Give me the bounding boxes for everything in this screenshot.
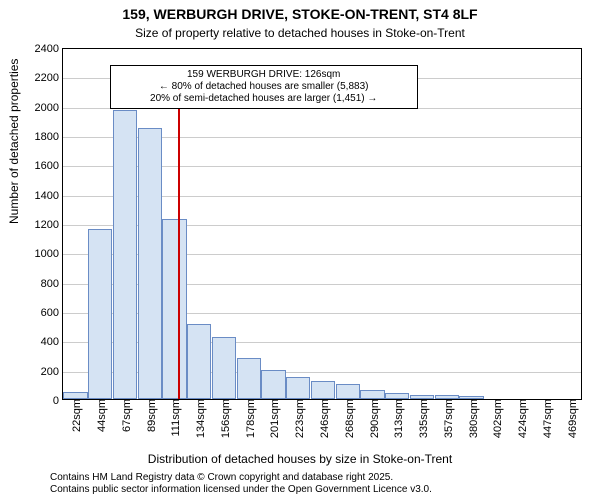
x-axis-label: Distribution of detached houses by size …	[0, 452, 600, 466]
histogram-bar	[336, 384, 360, 399]
y-tick-label: 600	[41, 307, 63, 319]
x-tick-label: 89sqm	[142, 399, 158, 432]
y-tick-label: 1200	[35, 219, 63, 231]
x-tick-label: 111sqm	[166, 399, 182, 437]
x-tick-label: 335sqm	[414, 399, 430, 438]
y-tick-label: 0	[53, 395, 63, 407]
y-axis-label: Number of detached properties	[7, 59, 21, 224]
annotation-line-2: ← 80% of detached houses are smaller (5,…	[117, 81, 411, 93]
x-tick-label: 156sqm	[216, 399, 232, 438]
histogram-bar	[311, 381, 335, 399]
x-tick-label: 402sqm	[488, 399, 504, 438]
x-tick-label: 447sqm	[538, 399, 554, 438]
x-tick-label: 134sqm	[191, 399, 207, 438]
histogram-bar	[162, 219, 186, 399]
x-tick-label: 178sqm	[241, 399, 257, 438]
footer-line-2: Contains public sector information licen…	[50, 484, 432, 496]
y-tick-label: 2000	[35, 102, 63, 114]
chart-title: 159, WERBURGH DRIVE, STOKE-ON-TRENT, ST4…	[0, 6, 600, 22]
histogram-bar	[187, 324, 211, 399]
histogram-bar	[237, 358, 261, 399]
x-tick-label: 313sqm	[389, 399, 405, 438]
histogram-bar	[286, 377, 310, 399]
footer-attribution: Contains HM Land Registry data © Crown c…	[50, 472, 432, 496]
x-tick-label: 380sqm	[464, 399, 480, 438]
x-tick-label: 469sqm	[563, 399, 579, 438]
x-tick-label: 424sqm	[513, 399, 529, 438]
x-tick-label: 201sqm	[265, 399, 281, 438]
y-tick-label: 1600	[35, 160, 63, 172]
x-tick-label: 67sqm	[117, 399, 133, 432]
x-tick-label: 22sqm	[67, 399, 83, 432]
y-tick-label: 1000	[35, 248, 63, 260]
annotation-line-1: 159 WERBURGH DRIVE: 126sqm	[117, 69, 411, 81]
annotation-line-3: 20% of semi-detached houses are larger (…	[117, 93, 411, 105]
property-marker-line	[178, 86, 180, 399]
footer-line-1: Contains HM Land Registry data © Crown c…	[50, 472, 432, 484]
y-tick-label: 2200	[35, 72, 63, 84]
y-tick-label: 1400	[35, 190, 63, 202]
y-tick-label: 400	[41, 336, 63, 348]
histogram-bar	[88, 229, 112, 399]
x-tick-label: 246sqm	[315, 399, 331, 438]
x-tick-label: 44sqm	[92, 399, 108, 432]
histogram-bar	[113, 110, 137, 399]
chart-subtitle: Size of property relative to detached ho…	[0, 26, 600, 40]
y-tick-label: 200	[41, 366, 63, 378]
property-size-histogram: 159, WERBURGH DRIVE, STOKE-ON-TRENT, ST4…	[0, 0, 600, 500]
histogram-bar	[212, 337, 236, 399]
y-tick-label: 800	[41, 278, 63, 290]
histogram-bar	[261, 370, 285, 399]
histogram-bar	[63, 392, 87, 399]
y-tick-label: 2400	[35, 43, 63, 55]
x-tick-label: 357sqm	[439, 399, 455, 438]
x-tick-label: 268sqm	[340, 399, 356, 438]
annotation-box: 159 WERBURGH DRIVE: 126sqm← 80% of detac…	[110, 65, 418, 109]
x-tick-label: 290sqm	[365, 399, 381, 438]
plot-area: 0200400600800100012001400160018002000220…	[62, 48, 582, 400]
y-tick-label: 1800	[35, 131, 63, 143]
x-tick-label: 223sqm	[290, 399, 306, 438]
histogram-bar	[138, 128, 162, 399]
histogram-bar	[360, 390, 384, 399]
